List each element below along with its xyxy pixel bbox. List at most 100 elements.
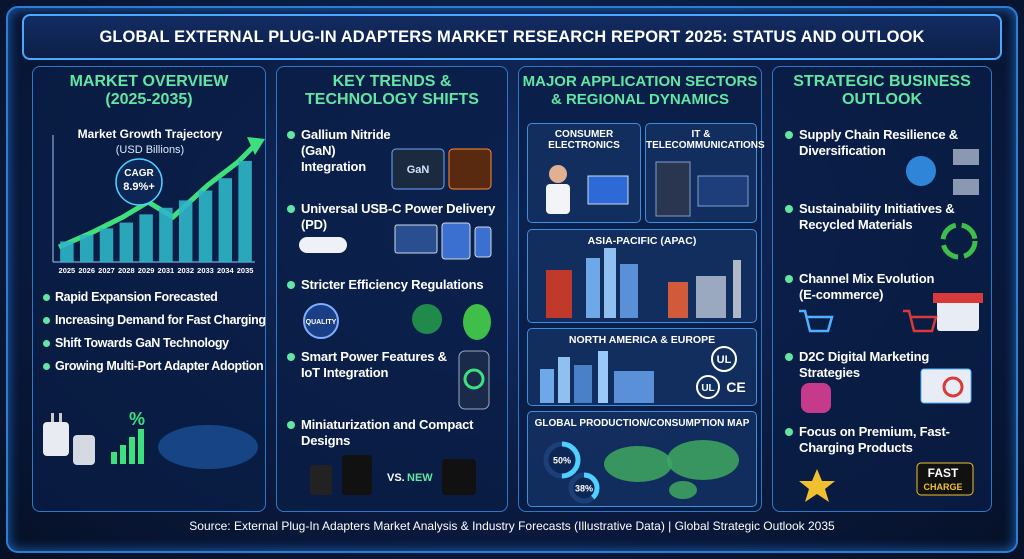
outlook-item: Supply Chain Resilience & Diversificatio… (785, 127, 979, 159)
bar (198, 190, 213, 262)
bullet: Shift Towards GaN Technology (43, 336, 229, 350)
continent (604, 446, 672, 482)
box-title: IT & TELECOMMUNICATIONS (646, 129, 765, 151)
outlook-item: Focus on Premium, Fast-Charging Products (785, 424, 959, 456)
donut-arc (568, 472, 600, 504)
trend-item: Smart Power Features & IoT Integration (287, 349, 461, 381)
percent-icon: % (129, 409, 145, 429)
donut-label: 50% (553, 456, 571, 466)
bar (119, 222, 134, 262)
usb-c-icon (299, 237, 347, 253)
gauge (463, 368, 485, 390)
phone-icon (474, 226, 492, 258)
overview-panel: MARKET OVERVIEW (2025-2035) Market Growt… (32, 66, 266, 512)
panel-title: MAJOR APPLICATION SECTORS & REGIONAL DYN… (519, 73, 761, 109)
chip-hot (448, 148, 492, 190)
deco-bar (120, 445, 126, 464)
deco-bar (138, 429, 144, 464)
x-tick-label: 2035 (237, 266, 254, 275)
star-icon (799, 469, 835, 502)
cart-icon (799, 309, 834, 333)
factory-icon (953, 179, 979, 195)
page-title: GLOBAL EXTERNAL PLUG-IN ADAPTERS MARKET … (22, 14, 1002, 60)
x-tick-label: 2033 (197, 266, 214, 275)
cagr-badge (115, 158, 163, 206)
title-line: & REGIONAL DYNAMICS (550, 91, 730, 108)
trend-item: Gallium Nitride (GaN) Integration (287, 127, 401, 175)
footer-source: Source: External Plug-In Adapters Market… (189, 519, 835, 533)
cart-icon (903, 309, 938, 333)
old-adapter (310, 465, 332, 495)
map-box: GLOBAL PRODUCTION/CONSUMPTION MAP 50% 38% (527, 411, 757, 507)
box-line: TELECOMMUNICATIONS (646, 140, 765, 151)
check-badge (412, 304, 442, 334)
sectors-panel: MAJOR APPLICATION SECTORS & REGIONAL DYN… (518, 66, 765, 512)
x-tick-label: 2034 (217, 266, 235, 275)
trends-panel: KEY TRENDS & TECHNOLOGY SHIFTS Gallium N… (276, 66, 508, 512)
screen-icon (920, 368, 972, 404)
region-title: ASIA-PACIFIC (APAC) (587, 235, 697, 247)
globe-icon (906, 156, 936, 186)
title-line: TECHNOLOGY SHIFTS (305, 91, 479, 108)
sector-box: IT & TELECOMMUNICATIONS (645, 123, 765, 223)
bullet: Increasing Demand for Fast Charging (43, 313, 266, 327)
deco-bar (129, 437, 135, 464)
panel-title: KEY TRENDS & TECHNOLOGY SHIFTS (277, 73, 507, 109)
chart-title: Market Growth Trajectory (78, 127, 223, 141)
fast-label: CHARGE (923, 482, 962, 492)
box-line: CONSUMER (554, 129, 614, 140)
x-tick-label: 2031 (158, 266, 175, 275)
world-map (158, 425, 258, 469)
chart-subtitle: (USD Billions) (116, 144, 184, 156)
map-title: GLOBAL PRODUCTION/CONSUMPTION MAP (534, 418, 750, 429)
title-line: KEY TRENDS & (332, 73, 452, 90)
growth-chart: Market Growth Trajectory (USD Billions) … (43, 127, 265, 469)
outlook-item: D2C Digital Marketing Strategies (785, 349, 939, 381)
region-box: ASIA-PACIFIC (APAC) (527, 229, 757, 323)
deco-bar (111, 452, 117, 464)
outlook-icons: FAST CHARGE (799, 149, 983, 502)
trend-item: Miniaturization and Compact Designs (287, 417, 491, 449)
donut-label: 38% (575, 484, 593, 494)
x-tick-label: 2032 (177, 266, 194, 275)
bar (79, 234, 94, 262)
title-line: STRATEGIC BUSINESS (793, 73, 971, 90)
trend-item: Universal USB-C Power Delivery (PD) (287, 201, 501, 233)
server-icon (655, 161, 749, 217)
prong (59, 413, 62, 422)
awning (933, 293, 983, 303)
na-eu-skyline: UL UL CE (540, 346, 746, 403)
frame (6, 6, 1018, 553)
trend-icons: GaN QUALITY VS. NEW (299, 148, 492, 495)
production-map: 50% 38% (543, 440, 739, 504)
title-line: MAJOR APPLICATION SECTORS (522, 73, 758, 90)
outlook-item: Sustainability Initiatives & Recycled Ma… (785, 201, 979, 233)
old-adapter (342, 455, 372, 495)
outlook-item: Channel Mix Evolution (E-commerce) (785, 271, 949, 303)
quality-badge (303, 303, 339, 339)
bar (60, 241, 74, 262)
cert-label: CE (726, 379, 745, 395)
cagr-value: 8.9%+ (123, 181, 155, 193)
bar (159, 207, 173, 262)
smartphone-icon (458, 350, 490, 410)
recycle-icon (940, 222, 978, 260)
bar (238, 160, 252, 262)
vs-label: VS. (387, 472, 405, 484)
x-tick-label: 2029 (138, 266, 155, 275)
outlook-panel: STRATEGIC BUSINESS OUTLOOK Supply Chain … (772, 66, 992, 512)
target-icon (942, 376, 964, 398)
box-title: CONSUMER ELECTRONICS (528, 129, 640, 151)
new-adapter (442, 459, 476, 495)
apac-skyline (546, 248, 741, 318)
tablet-icon (441, 222, 471, 260)
bar (99, 228, 114, 262)
quality-label: QUALITY (306, 319, 337, 326)
panel-title: STRATEGIC BUSINESS OUTLOOK (773, 73, 991, 109)
continent (667, 440, 739, 480)
panel-title: MARKET OVERVIEW (2025-2035) (33, 73, 265, 109)
donut-arc (543, 441, 581, 479)
x-tick-label: 2025 (59, 266, 76, 275)
cagr-label: CAGR (124, 168, 154, 179)
